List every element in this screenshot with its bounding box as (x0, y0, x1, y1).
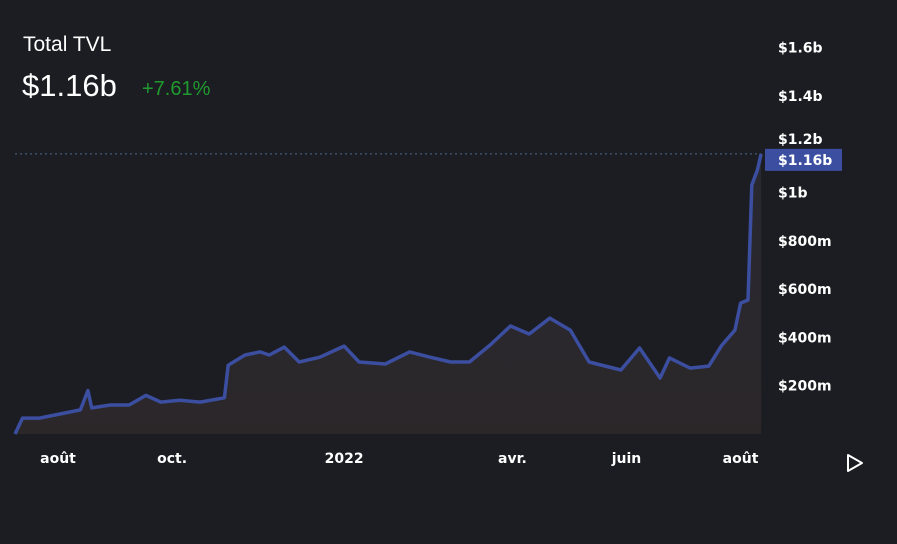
x-tick-label: août (40, 451, 76, 467)
y-tick-label: $1.2b (778, 132, 823, 148)
x-tick-label: oct. (157, 451, 187, 467)
y-tick-label: $1.4b (778, 89, 823, 105)
y-tick-label: $600m (778, 282, 832, 298)
x-tick-label: août (723, 451, 759, 467)
tvl-change: +7.61% (142, 78, 211, 100)
area-fill (14, 153, 762, 434)
y-tick-label: $200m (778, 379, 832, 395)
y-tick-label: $1b (778, 186, 808, 202)
chart-title: Total TVL (23, 33, 112, 56)
y-tick-label: $1.6b (778, 41, 823, 57)
current-value-label: $1.16b (765, 148, 842, 171)
tvl-value: $1.16b (22, 68, 117, 103)
x-tick-label: juin (611, 451, 642, 467)
series-line (13, 153, 763, 435)
x-tick-label: avr. (498, 451, 527, 467)
play-icon[interactable] (845, 452, 865, 474)
y-tick-label: $400m (778, 330, 832, 346)
current-value-text: $1.16b (778, 153, 832, 169)
y-tick-label: $800m (778, 234, 832, 250)
x-tick-label: 2022 (325, 451, 364, 467)
